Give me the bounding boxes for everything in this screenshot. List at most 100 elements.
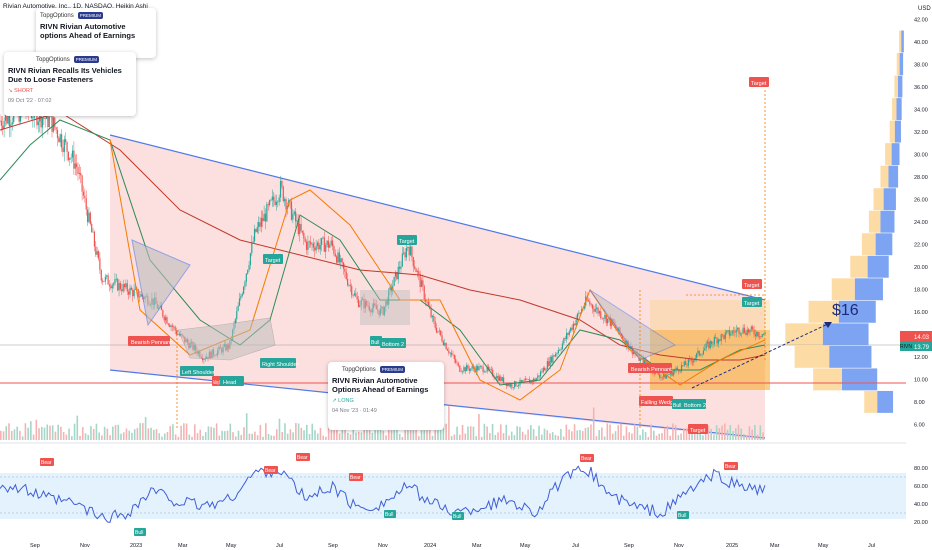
volume-bar [0, 430, 2, 440]
candle-body [712, 343, 714, 345]
candle-body [348, 284, 350, 286]
candle-body [746, 329, 748, 335]
candle-body [587, 300, 590, 302]
volume-profile-bar-bg [868, 210, 881, 233]
volume-bar [516, 426, 518, 440]
news-card-3[interactable]: TopgOptions PREMIUM RIVN Rivian Automotiv… [328, 362, 444, 430]
candle-body [753, 329, 755, 335]
volume-bar [571, 431, 573, 440]
volume-bar [265, 423, 267, 440]
volume-bar [221, 430, 223, 440]
candle-body [367, 305, 369, 307]
volume-bar [13, 429, 16, 440]
volume-bar [737, 424, 740, 440]
candle-body [627, 340, 629, 349]
candle-body [478, 366, 480, 371]
volume-bar [95, 423, 98, 440]
candle-body [682, 365, 684, 366]
candle-body [296, 220, 298, 222]
candle-body [752, 326, 754, 330]
candle-body [524, 378, 527, 381]
candle-body [260, 217, 262, 227]
candle-body [119, 283, 122, 290]
volume-bar [147, 428, 150, 440]
volume-bar [751, 429, 753, 440]
candle-body [356, 296, 358, 300]
candle-body [140, 294, 142, 297]
candle-body [86, 209, 89, 223]
volume-profile-bar-bg [831, 278, 855, 301]
volume-bar [480, 436, 483, 440]
volume-bar [27, 427, 29, 440]
volume-bar [642, 429, 644, 440]
volume-bar [532, 429, 535, 440]
candle-body [565, 333, 568, 340]
candle-body [78, 172, 80, 174]
volume-bar [650, 424, 652, 440]
candle-body [271, 196, 273, 200]
candle-body [467, 365, 469, 369]
candle-body [757, 331, 759, 337]
candle-body [59, 134, 61, 143]
news-1-badge: PREMIUM [77, 12, 103, 19]
candle-body [463, 367, 465, 372]
candle-body [136, 288, 138, 290]
candle-body [715, 337, 717, 339]
volume-bar [371, 432, 374, 440]
news-card-1[interactable]: TopgOptions PREMIUM RIVN Rivian Automotiv… [36, 8, 156, 58]
volume-bar [557, 435, 559, 440]
candle-body [446, 349, 449, 351]
candle-body [518, 384, 520, 386]
time-axis[interactable]: Sep Nov 2023 Mar May Jul Sep Nov 2024 Mar May Jul Se… [30, 543, 875, 549]
volume-bar [521, 431, 524, 440]
candle-body [166, 317, 168, 324]
candle-body [85, 198, 87, 210]
candle-body [134, 288, 137, 290]
candle-body [575, 319, 577, 326]
candle-body [683, 361, 685, 366]
candle-body [694, 357, 696, 360]
volume-bar [426, 430, 428, 440]
volume-bar [762, 432, 764, 440]
candle-body [349, 284, 351, 286]
volume-bar [207, 426, 210, 440]
candle-body [548, 361, 550, 366]
volume-bar [306, 424, 308, 440]
volume-bar [311, 423, 314, 440]
price-axis[interactable]: 42.00 40.00 38.00 36.00 34.00 32.00 30.00 28.00… [914, 17, 928, 428]
volume-bar [330, 423, 333, 440]
candle-body [93, 231, 96, 247]
candle-body [539, 371, 542, 377]
price-tick: 10.00 [914, 378, 928, 384]
time-tick: Sep [30, 543, 40, 549]
candle-body [701, 354, 703, 356]
candle-body [550, 356, 553, 363]
candle-body [67, 151, 70, 160]
volume-profile-bar-bg [864, 390, 878, 413]
candle-body [47, 109, 49, 127]
volume-bar [565, 424, 568, 440]
volume-bar [655, 435, 658, 440]
volume-bar [595, 436, 598, 440]
candle-body [486, 366, 488, 372]
candle-body [323, 237, 325, 252]
news-card-2[interactable]: TopgOptions PREMIUM RIVN Rivian Recalls I… [4, 52, 136, 116]
candle-body [92, 231, 94, 233]
candle-body [112, 283, 115, 285]
volume-bar [333, 426, 335, 440]
candle-body [442, 341, 444, 346]
candle-body [411, 246, 413, 258]
candle-body [263, 213, 265, 222]
time-tick: Jul [572, 543, 579, 549]
volume-bar [360, 432, 363, 440]
volume-profile-bar [838, 300, 876, 323]
volume-bar [672, 423, 674, 440]
price-tick: 18.00 [914, 288, 928, 294]
volume-bar [382, 430, 385, 440]
volume-bar [724, 423, 726, 440]
volume-bar [51, 425, 54, 440]
candle-body [728, 330, 731, 336]
news-1-title: RIVN Rivian Automotive options Ahead of … [40, 22, 136, 40]
volume-profile-bar [867, 255, 889, 278]
